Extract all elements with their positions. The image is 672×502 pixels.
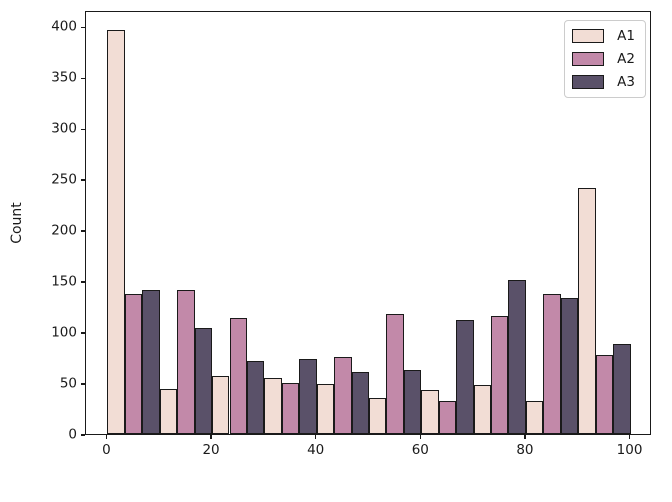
y-tick-mark-50 bbox=[81, 383, 85, 385]
y-tick-mark-100 bbox=[81, 332, 85, 334]
bar-a1-bin-50-60 bbox=[369, 398, 387, 434]
bar-a2-bin-0-10 bbox=[124, 294, 143, 434]
bar-a2-bin-80-90 bbox=[543, 294, 561, 434]
x-tick-mark-100 bbox=[628, 435, 631, 439]
x-tick-label-0: 0 bbox=[102, 442, 111, 458]
bar-a3-bin-50-60 bbox=[403, 369, 422, 434]
bar-a1-bin-40-50 bbox=[316, 384, 335, 434]
bar-a3-bin-10-20 bbox=[194, 328, 213, 434]
x-tick-mark-80 bbox=[524, 435, 526, 439]
y-tick-label-0: 0 bbox=[68, 426, 77, 443]
y-tick-label-200: 200 bbox=[51, 222, 77, 239]
bar-a1-bin-60-70 bbox=[421, 390, 439, 434]
x-tick-mark-60 bbox=[419, 435, 421, 439]
legend: A1 A2 A3 bbox=[564, 20, 646, 98]
x-tick-mark-0 bbox=[105, 435, 108, 439]
x-tick-mark-20 bbox=[210, 435, 212, 439]
bar-a3-bin-30-40 bbox=[299, 358, 317, 434]
x-tick-label-40: 40 bbox=[307, 442, 325, 458]
y-axis-title: Count bbox=[9, 202, 25, 244]
x-tick-label-20: 20 bbox=[202, 442, 220, 458]
legend-label-a1: A1 bbox=[617, 28, 635, 44]
y-tick-label-100: 100 bbox=[51, 324, 77, 341]
x-tick-mark-40 bbox=[314, 435, 317, 439]
bar-a2-bin-90-100 bbox=[595, 354, 614, 434]
bar-a2-bin-50-60 bbox=[386, 313, 404, 434]
legend-row-a3: A3 bbox=[572, 75, 635, 89]
bar-a2-bin-10-20 bbox=[177, 290, 195, 434]
bar-a3-bin-40-50 bbox=[351, 371, 369, 434]
y-tick-label-50: 50 bbox=[59, 375, 77, 392]
y-tick-mark-150 bbox=[81, 281, 85, 283]
y-tick-label-300: 300 bbox=[51, 120, 77, 137]
x-tick-label-100: 100 bbox=[616, 442, 643, 458]
bar-a3-bin-90-100 bbox=[613, 344, 631, 434]
y-tick-label-250: 250 bbox=[51, 171, 77, 188]
bar-a1-bin-0-10 bbox=[107, 30, 125, 434]
bar-a1-bin-20-30 bbox=[212, 375, 230, 434]
bar-a3-bin-20-30 bbox=[246, 360, 265, 434]
x-tick-label-80: 80 bbox=[516, 442, 534, 458]
legend-label-a3: A3 bbox=[617, 74, 635, 90]
legend-swatch-a1 bbox=[572, 29, 605, 43]
y-tick-label-400: 400 bbox=[51, 18, 77, 35]
y-tick-label-350: 350 bbox=[51, 69, 77, 86]
bar-a3-bin-0-10 bbox=[142, 290, 160, 434]
bar-a3-bin-70-80 bbox=[508, 280, 526, 434]
y-tick-mark-0 bbox=[81, 434, 85, 436]
y-tick-mark-400 bbox=[81, 26, 85, 28]
bar-a1-bin-70-80 bbox=[473, 385, 492, 434]
plot-area: A1 A2 A3 bbox=[85, 11, 651, 435]
bar-a2-bin-40-50 bbox=[334, 356, 352, 434]
legend-swatch-a2 bbox=[572, 52, 605, 66]
bar-a3-bin-60-70 bbox=[456, 319, 474, 434]
legend-row-a2: A2 bbox=[572, 52, 635, 66]
y-tick-label-150: 150 bbox=[51, 273, 77, 290]
bar-a1-bin-10-20 bbox=[159, 389, 178, 434]
legend-swatch-a3 bbox=[572, 75, 605, 89]
bar-a1-bin-90-100 bbox=[578, 188, 596, 434]
legend-label-a2: A2 bbox=[617, 51, 635, 67]
x-tick-label-60: 60 bbox=[411, 442, 429, 458]
y-tick-mark-300 bbox=[81, 128, 85, 130]
bar-a2-bin-60-70 bbox=[438, 401, 457, 434]
legend-row-a1: A1 bbox=[572, 29, 635, 43]
y-tick-mark-350 bbox=[81, 77, 85, 79]
bar-a2-bin-20-30 bbox=[229, 317, 247, 434]
y-tick-mark-200 bbox=[81, 230, 85, 232]
y-tick-mark-250 bbox=[81, 179, 85, 181]
bar-a2-bin-70-80 bbox=[491, 315, 509, 434]
bar-a2-bin-30-40 bbox=[281, 383, 300, 434]
bar-a1-bin-30-40 bbox=[264, 377, 282, 434]
bar-a1-bin-80-90 bbox=[525, 401, 544, 434]
bar-a3-bin-80-90 bbox=[560, 298, 579, 434]
